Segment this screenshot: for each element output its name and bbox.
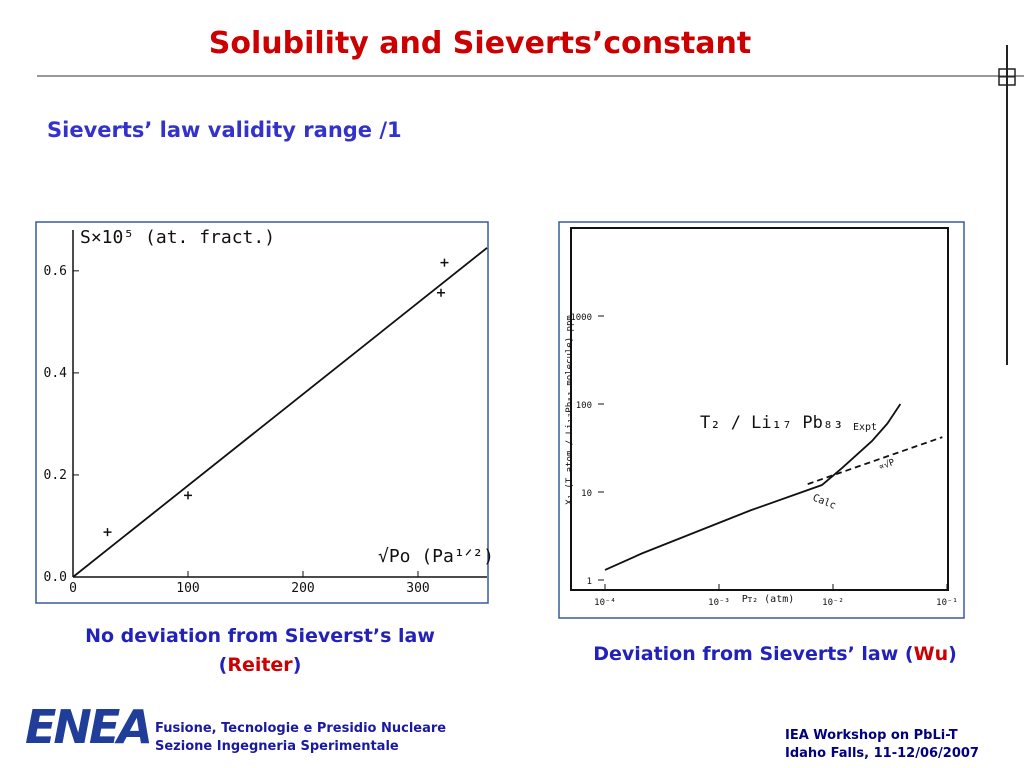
caption-text: )	[948, 643, 957, 665]
charts: 0.0 0.2 0.4 0.6 0 100 200 300 S×10⁵ (at. fract.)…	[44, 227, 958, 608]
footer-right: IEA Workshop on PbLi-T Idaho Falls, 11-12…	[785, 727, 979, 763]
y-tick-label: 1	[587, 577, 592, 587]
caption: No deviation from Sieverst’s law (Reiter…	[60, 622, 460, 680]
footer-line: Idaho Falls, 11-12/06/2007	[785, 746, 979, 761]
plot-frame	[570, 227, 949, 591]
caption-text: Deviation from Sieverts’ law (	[593, 643, 914, 665]
footer-line: Sezione Ingegneria Sperimentale	[155, 739, 399, 754]
data-line	[807, 436, 943, 485]
data-point	[440, 258, 449, 267]
data-point	[184, 491, 192, 500]
figure-frame	[558, 221, 965, 619]
caption-author: Reiter	[227, 654, 293, 676]
x-tick-label: 300	[406, 581, 429, 596]
y-tick-label: 0.0	[44, 570, 67, 585]
x-tick-label: 10⁻¹	[936, 598, 958, 608]
y-tick-label: 10	[581, 489, 592, 499]
x-axis-label: Pᴛ₂ (atm)	[742, 594, 795, 605]
y-tick-label: 0.6	[44, 264, 67, 279]
caption-text: No deviation from Sieverst’s law (	[85, 625, 435, 676]
x-tick-label: 10⁻³	[708, 598, 730, 608]
logo: ENEA	[25, 700, 153, 754]
y-tick-label: 0.2	[44, 468, 67, 483]
series-label: Expt	[853, 422, 877, 433]
figure-frame	[35, 221, 489, 604]
slide-subtitle: Sieverts’ law validity range /1	[47, 118, 402, 142]
data-point	[103, 528, 112, 537]
y-tick-label: 0.4	[44, 366, 68, 381]
y-axis-label: X₁ (T atom / Li₁₇Pb₈₃ molecule) ppm	[565, 315, 575, 505]
data-line	[72, 247, 488, 578]
y-axis-label: S×10⁵ (at. fract.)	[80, 227, 275, 248]
caption: Deviation from Sieverts’ law (Wu)	[545, 640, 1005, 669]
x-tick-label: 0	[69, 581, 77, 596]
caption-author: Wu	[913, 643, 949, 665]
x-tick-label: 200	[291, 581, 314, 596]
x-tick-label: 100	[176, 581, 199, 596]
slide-title: Solubility and Sieverts’constant	[208, 26, 752, 61]
data-point	[437, 288, 445, 297]
footer-line: Fusione, Tecnologie e Presidio Nucleare	[155, 721, 447, 736]
x-axis-label: √Po (Pa¹ᐟ²)	[378, 546, 494, 567]
x-tick-label: 10⁻⁴	[594, 598, 616, 608]
y-tick-label: 1000	[570, 313, 592, 323]
annotation: ∝√P	[877, 457, 897, 473]
footer-line: IEA Workshop on PbLi-T	[785, 728, 958, 743]
footer-left: Fusione, Tecnologie e Presidio Nucleare S…	[155, 720, 446, 756]
x-tick-label: 10⁻²	[822, 598, 844, 608]
y-tick-label: 100	[576, 401, 592, 411]
caption-text: )	[292, 654, 302, 676]
annotation: T₂ / Li₁₇ Pb₈₃	[700, 413, 843, 433]
